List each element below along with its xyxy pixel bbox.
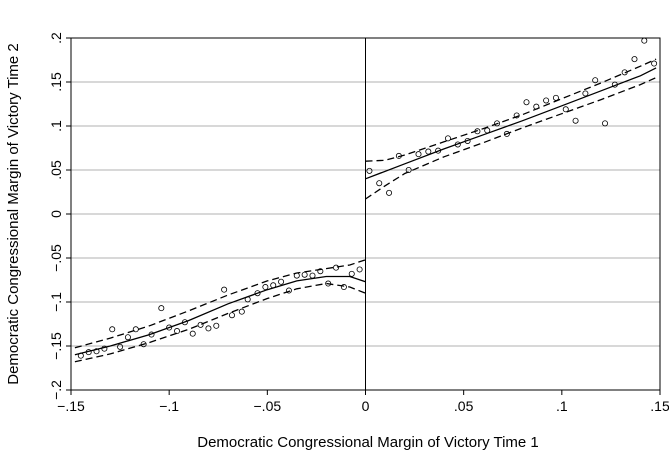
fit-lines [74, 58, 657, 363]
data-point [140, 341, 147, 348]
y-tick-label: .1 [48, 120, 64, 132]
data-point [533, 103, 540, 110]
x-tick-label: .1 [556, 398, 568, 414]
data-point [444, 135, 451, 142]
data-point [582, 90, 589, 97]
data-point [325, 280, 332, 287]
data-point [631, 56, 638, 63]
data-point [166, 324, 173, 331]
data-point [513, 112, 520, 119]
data-point [270, 282, 277, 289]
data-point [93, 348, 100, 355]
data-point [333, 264, 340, 271]
x-axis-title: Democratic Congressional Margin of Victo… [197, 434, 539, 451]
data-point [301, 271, 308, 278]
data-point [340, 284, 347, 291]
data-point [174, 328, 181, 335]
data-point [592, 77, 599, 84]
x-tick-label: −.05 [254, 398, 282, 414]
data-point [405, 166, 412, 173]
confidence-band-line [74, 259, 366, 349]
x-tick-label: −.1 [159, 398, 179, 414]
data-point [474, 128, 481, 135]
confidence-band-line [365, 77, 657, 200]
data-point [238, 308, 245, 315]
data-point [386, 189, 393, 196]
data-point [244, 296, 251, 303]
data-point [376, 180, 383, 187]
data-point [262, 284, 269, 291]
data-point [148, 331, 155, 338]
x-tick-label: −.15 [57, 398, 85, 414]
data-point [213, 322, 220, 329]
data-point [197, 321, 204, 328]
data-point [158, 305, 165, 312]
data-point [205, 325, 212, 332]
y-tick-label: −.05 [48, 244, 64, 272]
confidence-band-line [74, 282, 366, 363]
data-point [366, 167, 373, 174]
y-axis-title: Democratic Congressional Margin of Victo… [5, 43, 22, 385]
data-point [543, 97, 550, 104]
data-point [494, 120, 501, 127]
x-tick-label: .05 [454, 398, 474, 414]
data-point [552, 94, 559, 101]
y-tick-label: −.15 [48, 332, 64, 360]
data-point [621, 69, 628, 76]
data-point [641, 37, 648, 44]
data-point [395, 152, 402, 159]
data-point [228, 312, 235, 319]
data-point [415, 151, 422, 158]
data-point [317, 268, 324, 275]
data-point [278, 278, 285, 285]
data-point [85, 349, 92, 356]
y-tick-label: .05 [48, 160, 64, 180]
data-point [503, 130, 510, 137]
data-point [254, 290, 261, 297]
x-tick-labels: −.15 −.1 −.05 0 .05 .1 .15 [57, 398, 669, 414]
data-point [484, 127, 491, 134]
data-point [425, 148, 432, 155]
x-tick-label: .15 [650, 398, 669, 414]
data-point [611, 81, 618, 88]
data-point [435, 147, 442, 154]
data-point [124, 334, 131, 341]
y-tick-label: −.2 [48, 380, 64, 400]
y-tick-label: .2 [48, 32, 64, 44]
data-point [651, 60, 658, 67]
data-point [309, 272, 316, 279]
data-point [454, 141, 461, 148]
data-point [132, 326, 139, 333]
y-tick-label: .15 [48, 72, 64, 92]
data-point [523, 99, 530, 106]
data-point [189, 330, 196, 337]
data-points [77, 37, 658, 359]
y-tick-label: 0 [48, 210, 64, 218]
data-point [221, 286, 228, 293]
fitted-line [365, 67, 657, 180]
data-point [77, 352, 84, 359]
data-point [356, 266, 363, 273]
data-point [572, 117, 579, 124]
data-point [562, 106, 569, 113]
data-point [285, 287, 292, 294]
data-point [293, 272, 300, 279]
data-point [348, 270, 355, 277]
y-tick-label: −.1 [48, 292, 64, 312]
confidence-band-line [365, 58, 657, 162]
data-point [101, 345, 108, 352]
data-point [602, 120, 609, 127]
data-point [117, 343, 124, 350]
data-point [464, 137, 471, 144]
y-tick-labels: −.2 −.15 −.1 −.05 0 .05 .1 .15 .2 [48, 32, 64, 400]
x-tick-label: 0 [362, 398, 370, 414]
data-point [181, 319, 188, 326]
data-point [109, 326, 116, 333]
